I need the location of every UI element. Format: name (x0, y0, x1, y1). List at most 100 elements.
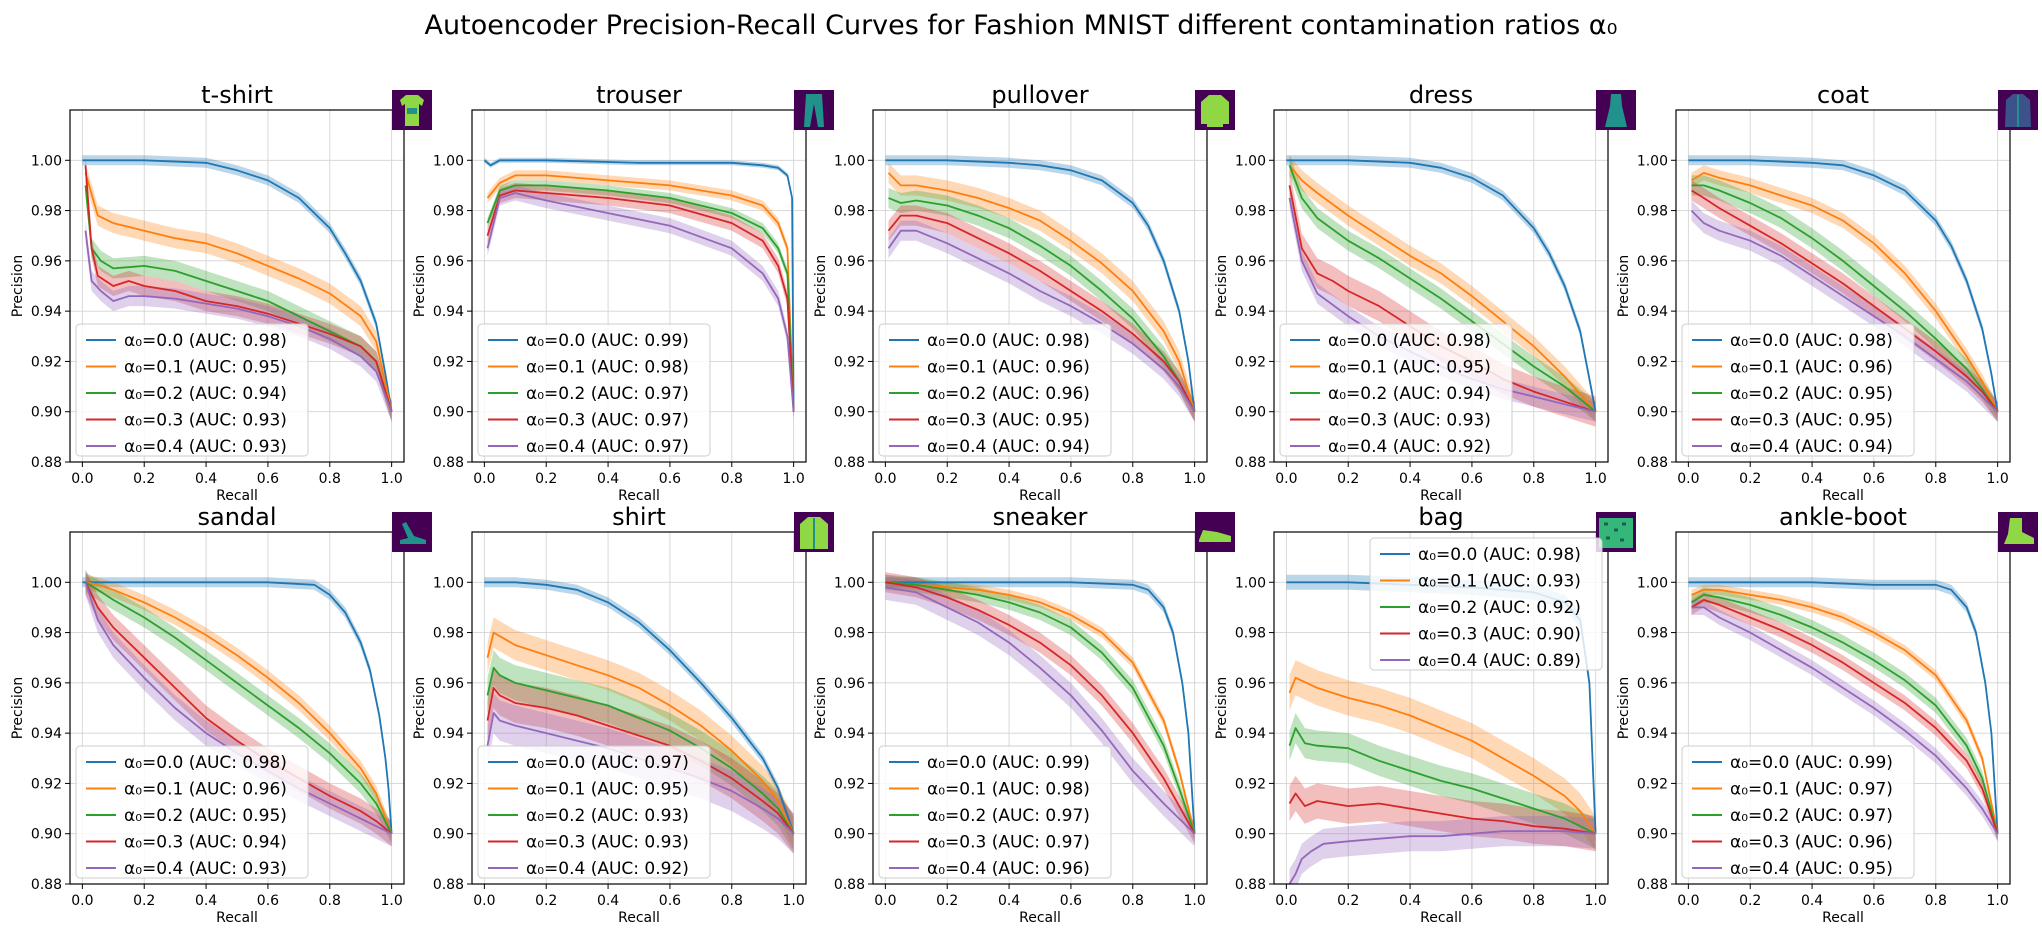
legend-entry-a0: α₀=0.0 (AUC: 0.97) (526, 753, 689, 773)
subplot-sandal: 0.0 0.2 0.4 0.6 0.8 1.0 0.88 0.90 0.92 0.94 0.96 0.… (10, 503, 432, 926)
x-tick-label: 0.0 (473, 893, 495, 909)
x-axis-label: Recall (1420, 488, 1462, 504)
pr-curve-a1 (85, 581, 393, 835)
confidence-band-a3 (85, 569, 392, 847)
legend-entry-a0: α₀=0.0 (AUC: 0.98) (1328, 331, 1491, 351)
pr-curve-a2 (486, 666, 795, 835)
legend-entry-a4: α₀=0.4 (AUC: 0.92) (526, 859, 689, 879)
pr-curve-a0 (483, 159, 795, 412)
confidence-band-a4 (1691, 599, 1998, 842)
confidence-band-a3 (1691, 180, 1998, 422)
confidence-band-a4 (1691, 200, 1998, 422)
legend-entry-a1: α₀=0.1 (AUC: 0.98) (927, 780, 1090, 800)
pr-curve-a3 (84, 165, 393, 412)
confidence-band-a3 (487, 667, 794, 854)
pr-curve-a2 (1691, 184, 1999, 413)
x-axis-label: Recall (618, 910, 660, 926)
x-tick-label: 0.6 (257, 893, 279, 909)
axes-frame (1273, 109, 1609, 463)
subplot-title: shirt (612, 503, 666, 531)
x-tick-label: 0.8 (1925, 893, 1947, 909)
x-tick-label: 0.2 (1739, 893, 1761, 909)
pr-curve-a3 (885, 581, 1196, 835)
confidence-band-a0 (885, 577, 1195, 839)
y-tick-label: 0.88 (1235, 455, 1266, 471)
x-axis-label: Recall (216, 488, 258, 504)
confidence-band-a4 (1289, 816, 1596, 884)
pullover-thumbnail-icon (1195, 90, 1235, 130)
subplot-pullover: 0.0 0.2 0.4 0.6 0.8 1.0 0.88 0.90 0.92 0.94 0.96 0.… (813, 81, 1235, 504)
x-tick-label: 0.2 (1337, 471, 1359, 487)
y-axis-label: Precision (1616, 255, 1632, 317)
y-tick-label: 0.98 (1235, 204, 1266, 220)
t-shirt-thumbnail-icon (392, 90, 432, 130)
plot-area (885, 572, 1196, 847)
pr-curve-a2 (85, 581, 393, 835)
x-tick-label: 0.4 (1399, 471, 1421, 487)
x-tick-label: 0.6 (1060, 471, 1082, 487)
x-tick-label: 0.2 (1337, 893, 1359, 909)
y-tick-label: 0.98 (31, 204, 62, 220)
legend-entry-a4: α₀=0.4 (AUC: 0.97) (526, 437, 689, 457)
y-tick-label: 1.00 (433, 575, 464, 591)
garment-shape (1605, 94, 1627, 127)
x-tick-label: 0.4 (1399, 893, 1421, 909)
x-tick-label: 0.4 (597, 471, 619, 487)
subplot-title: coat (1817, 81, 1869, 109)
legend-box (1369, 537, 1603, 671)
y-tick-label: 0.98 (433, 204, 464, 220)
legend-entry-a0: α₀=0.0 (AUC: 0.98) (124, 753, 287, 773)
x-tick-label: 0.0 (1275, 893, 1297, 909)
legend-entry-a1: α₀=0.1 (AUC: 0.97) (1730, 780, 1893, 800)
x-tick-label: 0.0 (71, 471, 93, 487)
y-tick-label: 0.92 (834, 354, 865, 370)
pr-curve-a1 (1691, 588, 1999, 834)
y-tick-label: 0.98 (1637, 626, 1668, 642)
legend-entry-a3: α₀=0.3 (AUC: 0.97) (526, 411, 689, 431)
y-tick-label: 0.90 (1637, 405, 1668, 421)
sandal-thumbnail-icon (392, 512, 432, 552)
y-tick-label: 0.90 (1235, 827, 1266, 843)
subplot-ankle-boot: 0.0 0.2 0.4 0.6 0.8 1.0 0.88 0.90 0.92 0.94 0.96 0.… (1616, 503, 2038, 926)
x-tick-label: 0.6 (1461, 893, 1483, 909)
pr-curve-a0 (1286, 159, 1597, 412)
pr-curve-a3 (486, 189, 795, 412)
x-tick-label: 0.8 (1122, 471, 1144, 487)
confidence-band-a1 (1691, 165, 1998, 420)
legend-entry-a3: α₀=0.3 (AUC: 0.95) (927, 411, 1090, 431)
x-tick-label: 0.2 (1739, 471, 1761, 487)
y-tick-label: 0.94 (1235, 726, 1266, 742)
subplot-dress: 0.0 0.2 0.4 0.6 0.8 1.0 0.88 0.90 0.92 0.94 0.96 0.… (1214, 81, 1636, 504)
x-tick-label: 1.0 (1584, 893, 1606, 909)
legend-entry-a2: α₀=0.2 (AUC: 0.97) (526, 384, 689, 404)
x-tick-label: 0.2 (535, 471, 557, 487)
y-tick-label: 0.96 (31, 676, 62, 692)
plot-area (1688, 577, 1999, 842)
legend-entry-a0: α₀=0.0 (AUC: 0.98) (1730, 331, 1893, 351)
y-tick-label: 0.98 (834, 626, 865, 642)
y-tick-label: 0.96 (834, 254, 865, 270)
y-tick-label: 0.98 (1637, 204, 1668, 220)
x-tick-label: 0.4 (998, 471, 1020, 487)
confidence-band-a1 (885, 577, 1195, 839)
x-tick-label: 0.8 (319, 471, 341, 487)
garment-shape (1199, 530, 1231, 542)
pr-curve-a4 (486, 192, 795, 412)
x-tick-label: 1.0 (782, 893, 804, 909)
subplot-title: bag (1418, 503, 1463, 531)
x-tick-label: 1.0 (1986, 893, 2008, 909)
garment-shape (804, 94, 824, 127)
y-axis-label: Precision (10, 677, 26, 739)
legend-entry-a1: α₀=0.1 (AUC: 0.96) (124, 780, 287, 800)
y-tick-label: 0.88 (1637, 877, 1668, 893)
bag-thumbnail-icon (1596, 512, 1636, 552)
legend-box (75, 745, 309, 879)
legend-entry-a4: α₀=0.4 (AUC: 0.92) (1328, 437, 1491, 457)
x-tick-label: 0.6 (659, 471, 681, 487)
confidence-band-a2 (1691, 175, 1998, 422)
axes-frame (1675, 531, 2011, 885)
x-tick-label: 0.0 (1275, 471, 1297, 487)
legend-entry-a4: α₀=0.4 (AUC: 0.95) (1730, 859, 1893, 879)
plot-area (483, 157, 795, 420)
x-tick-label: 0.0 (71, 893, 93, 909)
